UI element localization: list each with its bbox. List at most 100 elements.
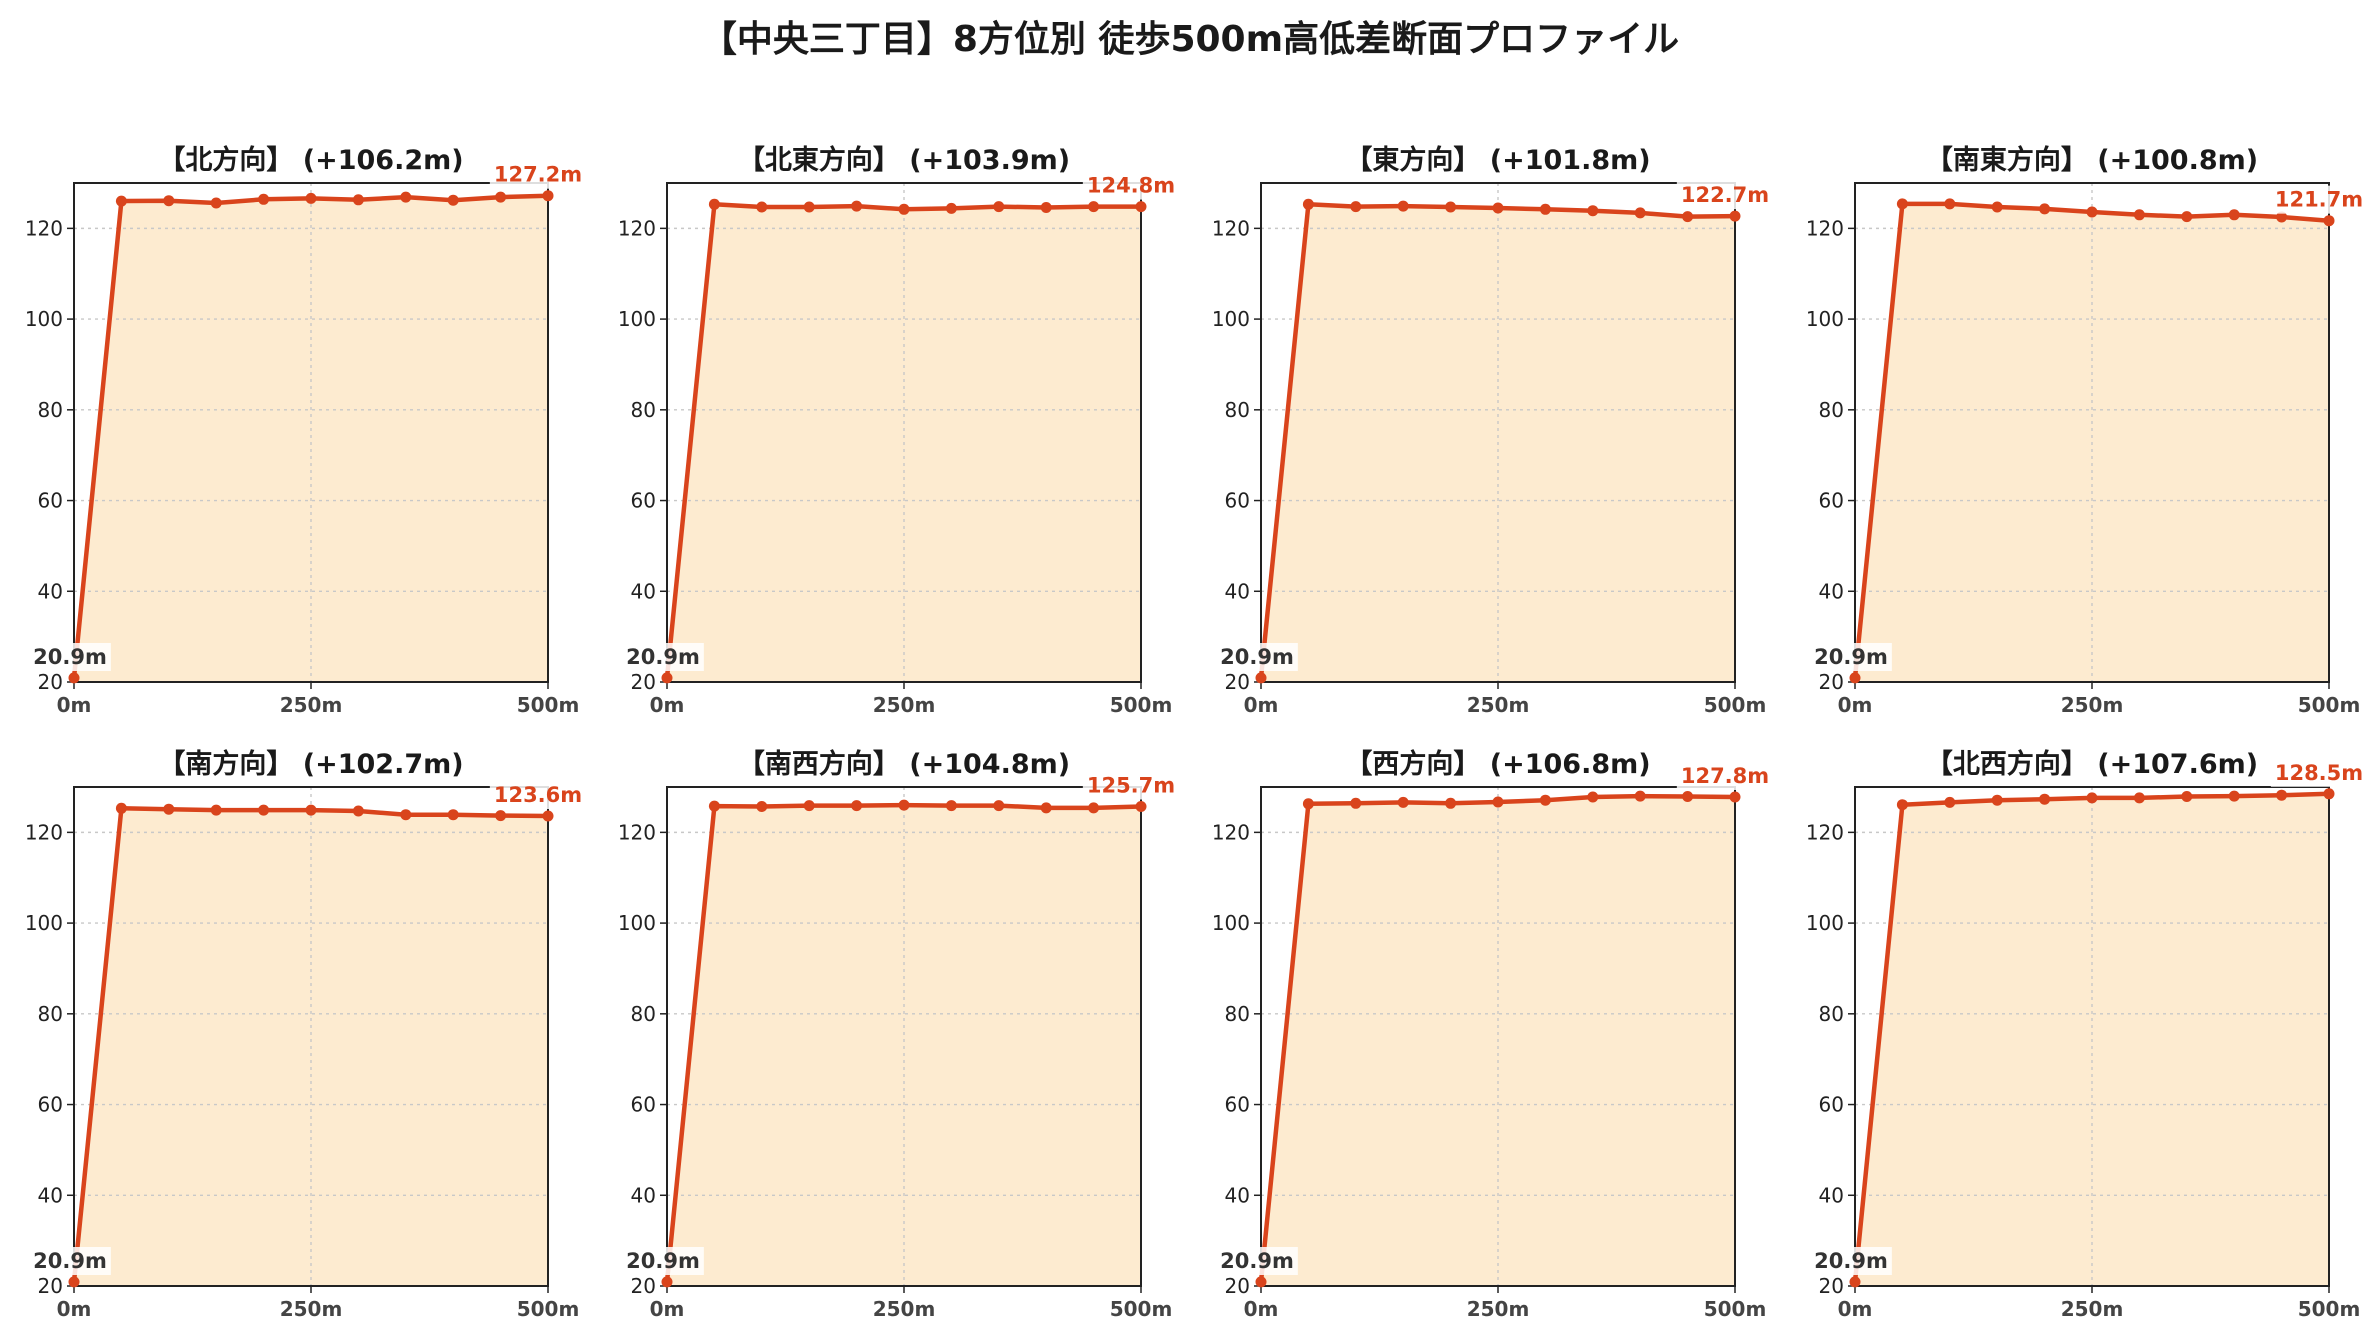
y-tick-label: 60 — [1819, 1093, 1844, 1117]
data-point — [1445, 201, 1457, 213]
end-label-background — [489, 160, 587, 189]
data-point — [1302, 798, 1314, 810]
x-tick-label: 250m — [2061, 693, 2124, 717]
y-tick-label: 80 — [1819, 398, 1844, 422]
x-tick-label: 0m — [1838, 693, 1873, 717]
data-point — [2181, 211, 2193, 223]
data-point — [258, 804, 270, 816]
y-tick-label: 80 — [1819, 1002, 1844, 1026]
data-point — [258, 193, 270, 205]
data-point — [163, 195, 175, 207]
chart-panel: 20 40 60 80 100 120 0m 250m 500m 【南方向】 (+102.7m) 2… — [25, 748, 587, 1321]
start-elevation-label: 20.9m — [626, 1249, 700, 1273]
x-tick-label: 0m — [57, 1297, 92, 1321]
data-point — [2086, 206, 2098, 218]
end-elevation-label: 124.8m — [1087, 174, 1175, 198]
data-point — [1539, 203, 1551, 215]
subplot-title: 【北西方向】 (+107.6m) — [1926, 748, 2258, 780]
data-point — [542, 810, 554, 822]
data-point — [1539, 794, 1551, 806]
y-tick-label: 120 — [618, 820, 656, 844]
x-tick-label: 0m — [650, 1297, 685, 1321]
data-point — [115, 195, 127, 207]
data-point — [1991, 201, 2003, 213]
x-tick-label: 250m — [280, 693, 343, 717]
y-tick-label: 40 — [38, 1183, 63, 1207]
y-tick-label: 120 — [1212, 216, 1250, 240]
end-label-background — [1082, 771, 1180, 800]
data-point — [661, 1276, 673, 1288]
y-tick-label: 20 — [631, 670, 656, 694]
y-tick-label: 100 — [618, 307, 656, 331]
x-tick-label: 0m — [1244, 693, 1279, 717]
data-point — [352, 805, 364, 817]
end-elevation-label: 128.5m — [2275, 761, 2363, 785]
data-point — [1944, 198, 1956, 210]
y-tick-label: 120 — [1806, 820, 1844, 844]
x-tick-label: 250m — [1467, 693, 1530, 717]
y-tick-label: 20 — [631, 1274, 656, 1298]
y-tick-label: 100 — [1212, 911, 1250, 935]
x-tick-label: 0m — [650, 693, 685, 717]
data-point — [708, 198, 720, 210]
data-point — [400, 809, 412, 821]
end-label-background — [1082, 171, 1180, 200]
data-point — [803, 201, 815, 213]
chart-panel: 20 40 60 80 100 120 0m 250m 500m 【北方向】 (+106.2m) 2… — [25, 144, 587, 717]
data-point — [1849, 672, 1861, 684]
data-point — [1350, 201, 1362, 213]
end-elevation-label: 125.7m — [1087, 774, 1175, 798]
y-tick-label: 20 — [1225, 1274, 1250, 1298]
y-tick-label: 100 — [25, 307, 63, 331]
data-point — [993, 800, 1005, 812]
y-tick-label: 80 — [631, 1002, 656, 1026]
data-point — [898, 799, 910, 811]
x-tick-label: 250m — [873, 1297, 936, 1321]
end-elevation-label: 122.7m — [1681, 183, 1769, 207]
subplot-title: 【北東方向】 (+103.9m) — [738, 144, 1070, 176]
data-point — [2323, 788, 2335, 800]
subplot-title: 【南方向】 (+102.7m) — [158, 748, 463, 780]
data-point — [2228, 790, 2240, 802]
x-tick-label: 500m — [1110, 1297, 1173, 1321]
y-tick-label: 100 — [1212, 307, 1250, 331]
start-label-background — [1810, 643, 1892, 671]
y-tick-label: 40 — [1225, 1183, 1250, 1207]
y-tick-label: 60 — [631, 489, 656, 513]
y-tick-label: 120 — [618, 216, 656, 240]
data-point — [756, 201, 768, 213]
data-point — [1302, 198, 1314, 210]
y-tick-label: 120 — [1212, 820, 1250, 844]
start-elevation-label: 20.9m — [1220, 645, 1294, 669]
x-tick-label: 250m — [280, 1297, 343, 1321]
data-point — [1135, 801, 1147, 812]
data-point — [1492, 796, 1504, 808]
data-point — [2133, 209, 2145, 221]
chart-panel: 20 40 60 80 100 120 0m 250m 500m 【南東方向】 (+100.8m)… — [1806, 144, 2368, 717]
y-tick-label: 120 — [25, 216, 63, 240]
start-elevation-label: 20.9m — [1814, 1249, 1888, 1273]
data-point — [2039, 793, 2051, 805]
data-point — [495, 810, 507, 822]
start-elevation-label: 20.9m — [1220, 1249, 1294, 1273]
x-tick-label: 500m — [1110, 693, 1173, 717]
end-elevation-label: 127.2m — [494, 163, 582, 187]
end-label-background — [2270, 185, 2368, 214]
y-tick-label: 100 — [1806, 307, 1844, 331]
x-tick-label: 500m — [2298, 693, 2361, 717]
start-label-background — [29, 1247, 111, 1275]
data-point — [2086, 792, 2098, 804]
y-tick-label: 40 — [1225, 579, 1250, 603]
data-point — [542, 190, 554, 202]
end-label-background — [489, 781, 587, 810]
data-point — [1896, 198, 1908, 210]
data-point — [1088, 802, 1100, 814]
y-tick-label: 80 — [38, 398, 63, 422]
subplot-title: 【東方向】 (+101.8m) — [1345, 144, 1650, 176]
end-label-background — [1676, 761, 1774, 790]
start-label-background — [622, 643, 704, 671]
y-tick-label: 100 — [618, 911, 656, 935]
data-point — [661, 672, 673, 684]
start-elevation-label: 20.9m — [33, 645, 107, 669]
